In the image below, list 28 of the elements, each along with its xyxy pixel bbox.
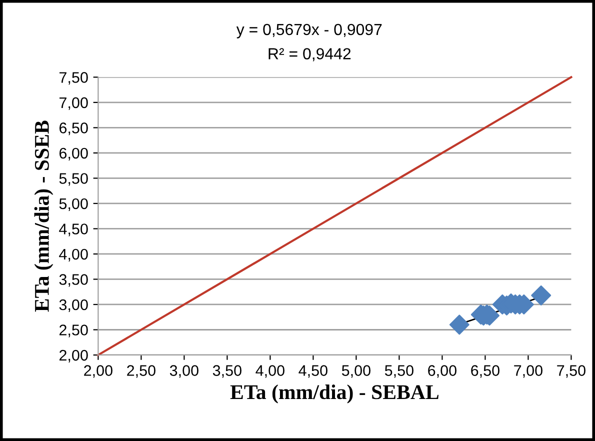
x-tick-label: 4,50 — [298, 365, 328, 378]
x-tick-label: 3,50 — [212, 365, 242, 378]
y-tick-label: 2,00 — [59, 350, 88, 362]
y-tick-label: 3,00 — [59, 299, 88, 312]
x-tick-label: 4,00 — [256, 365, 284, 378]
y-tick-label: 2,50 — [59, 324, 88, 338]
y-tick-label: 6,50 — [59, 122, 88, 136]
y-tick-label: 4,50 — [59, 224, 88, 236]
x-tick-label: 6,00 — [428, 365, 456, 378]
text: R² = 0,9442 — [268, 48, 351, 62]
y-tick-label: 7,50 — [60, 72, 88, 85]
x-tick-label: 7,00 — [514, 365, 542, 378]
y-axis-title: ETa (mm/dia) - SSEB — [34, 120, 54, 312]
y-tick-label: 3,50 — [59, 274, 88, 287]
y-tick-label: 7,00 — [60, 97, 88, 110]
x-tick-label: 7,50 — [557, 365, 586, 378]
y-tick-label: 5,50 — [59, 173, 88, 186]
x-tick-label: 2,50 — [127, 365, 156, 378]
x-tick-label: 3,00 — [170, 365, 198, 378]
y-tick-label: 5,00 — [59, 198, 88, 211]
text: y = 0,5679x - 0,9097 — [236, 24, 382, 38]
x-axis-title: ETa (mm/dia) - SEBAL — [230, 384, 438, 404]
x-tick-label: 5,50 — [384, 365, 414, 378]
x-tick-label: 2,00 — [84, 365, 112, 378]
x-tick-label: 5,00 — [342, 365, 370, 378]
y-tick-label: 4,00 — [59, 248, 88, 262]
x-tick-label: 6,50 — [471, 365, 500, 378]
y-tick-label: 6,00 — [59, 148, 88, 160]
